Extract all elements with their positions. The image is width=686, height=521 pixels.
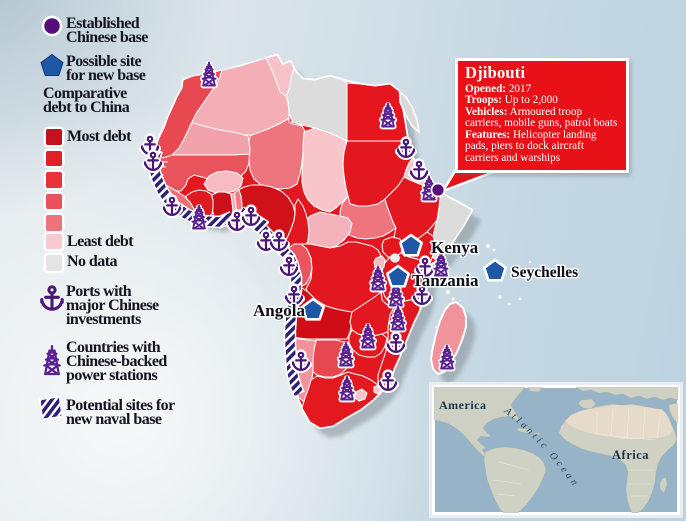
svg-text:Tanzania: Tanzania [412, 271, 479, 290]
svg-text:Seychelles: Seychelles [511, 264, 578, 281]
svg-text:America: America [439, 398, 486, 412]
svg-text:Africa: Africa [612, 448, 649, 462]
svg-text:Kenya: Kenya [431, 238, 479, 257]
svg-text:Angola: Angola [253, 301, 305, 320]
